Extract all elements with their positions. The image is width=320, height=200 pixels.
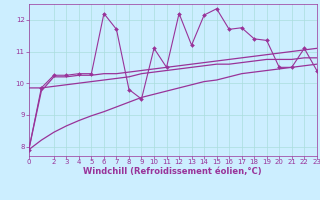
X-axis label: Windchill (Refroidissement éolien,°C): Windchill (Refroidissement éolien,°C): [84, 167, 262, 176]
